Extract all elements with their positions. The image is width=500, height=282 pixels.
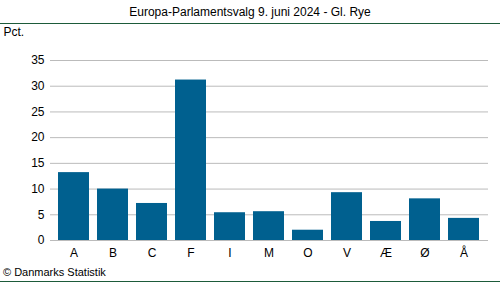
svg-text:Å: Å xyxy=(460,245,468,260)
svg-text:0: 0 xyxy=(38,233,45,247)
svg-text:M: M xyxy=(264,246,274,260)
svg-text:Æ: Æ xyxy=(380,246,392,260)
svg-text:A: A xyxy=(70,246,78,260)
svg-text:C: C xyxy=(148,246,157,260)
svg-text:O: O xyxy=(303,246,312,260)
svg-text:30: 30 xyxy=(31,79,45,93)
svg-text:F: F xyxy=(187,246,194,260)
svg-text:25: 25 xyxy=(31,105,45,119)
svg-text:20: 20 xyxy=(31,130,45,144)
svg-text:10: 10 xyxy=(31,182,45,196)
html-text:Europa-Parlamentsvalg 9. juni: Europa-Parlamentsvalg 9. juni 2024 - Gl.… xyxy=(129,5,371,19)
svg-text:35: 35 xyxy=(31,53,45,67)
svg-text:I: I xyxy=(228,246,231,260)
svg-text:5: 5 xyxy=(38,208,45,222)
svg-text:V: V xyxy=(343,246,351,260)
svg-text:Pct.: Pct. xyxy=(4,25,25,39)
html-text:© Danmarks Statistik: © Danmarks Statistik xyxy=(3,266,106,278)
svg-text:B: B xyxy=(109,246,117,260)
svg-text:Ø: Ø xyxy=(420,246,429,260)
svg-text:15: 15 xyxy=(31,156,45,170)
